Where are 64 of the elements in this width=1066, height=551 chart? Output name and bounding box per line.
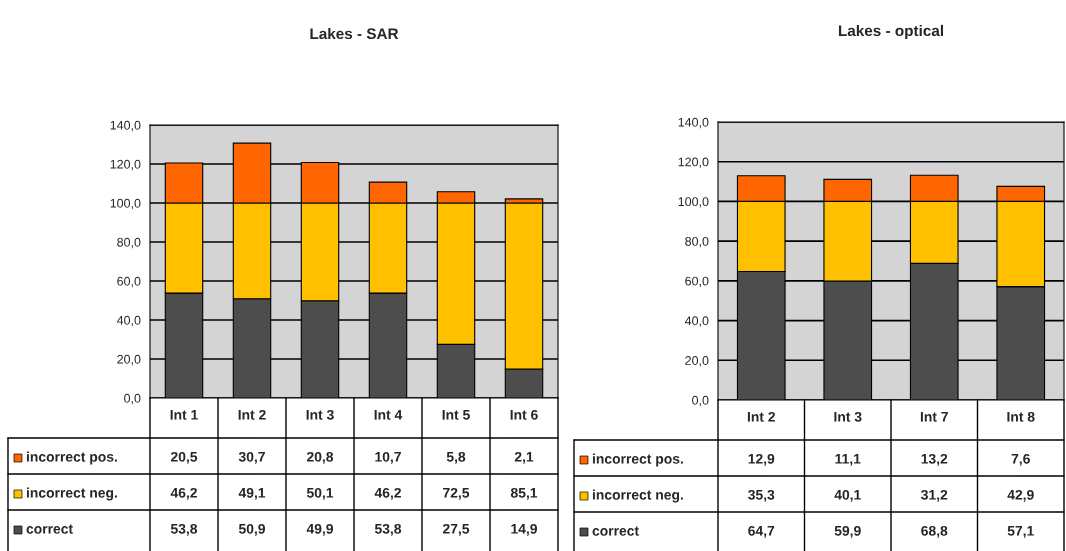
y-tick-label: 120,0 [678,157,709,168]
data-label: 46,2 [170,487,197,500]
legend-label: incorrect pos. [26,451,117,465]
legend-label: incorrect pos. [592,453,683,467]
y-tick-label: 140,0 [678,117,709,129]
y-tick-label: 0,0 [124,393,141,405]
data-label: 50,1 [306,487,334,500]
data-label: 85,1 [510,487,538,500]
y-tick-label: 40,0 [684,316,709,327]
data-label: 10,7 [375,451,401,464]
data-label: 68,8 [921,525,948,538]
x-tick-label: Int 3 [834,411,862,422]
x-tick-label: Int 1 [170,410,198,420]
data-label: 49,9 [306,523,333,536]
data-label: 46,2 [374,487,401,500]
x-tick-label: Int 5 [442,410,470,420]
data-label: 12,9 [748,453,775,466]
y-tick-label: 20,0 [117,354,141,366]
data-label: 7,6 [1011,453,1030,466]
legend-label: incorrect neg. [592,489,683,503]
data-label: 20,5 [170,451,198,464]
legend-label: correct [26,524,73,534]
y-tick-label: 100,0 [110,198,141,210]
x-tick-label: Int 6 [510,409,538,420]
y-tick-label: 120,0 [110,159,141,171]
x-tick-label: Int 4 [374,410,403,420]
data-label: 2,1 [514,451,534,464]
y-tick-label: 20,0 [685,356,709,367]
y-tick-label: 80,0 [685,236,709,248]
data-label: 40,1 [834,489,861,502]
data-label: 11,1 [835,454,861,466]
data-label: 35,3 [748,489,775,502]
chart-title: Lakes - optical [838,24,943,40]
data-label: 27,5 [442,523,470,536]
x-tick-label: Int 7 [920,412,948,422]
y-tick-label: 40,0 [116,315,141,327]
data-label: 20,8 [306,451,334,464]
data-label: 64,7 [748,525,775,538]
y-tick-label: 140,0 [110,120,141,132]
data-label: 53,8 [170,523,198,536]
data-label: 13,2 [921,453,948,466]
data-label: 42,9 [1007,489,1034,502]
y-tick-label: 60,0 [117,276,141,288]
data-label: 57,1 [1007,526,1034,538]
data-label: 53,8 [374,523,402,536]
legend-label: incorrect neg. [26,487,117,501]
data-label: 31,2 [921,489,948,502]
x-tick-label: Int 2 [238,409,266,420]
x-tick-label: Int 2 [747,411,775,422]
y-tick-label: 0,0 [692,395,709,407]
y-tick-label: 100,0 [678,197,709,208]
x-tick-label: Int 8 [1007,411,1035,422]
legend-label: correct [592,526,639,536]
data-label: 14,9 [511,523,537,536]
chart-title: Lakes - SAR [310,27,399,40]
x-tick-label: Int 3 [306,409,334,420]
data-label: 30,7 [238,451,265,464]
data-label: 50,9 [238,523,265,536]
data-label: 49,1 [238,487,266,500]
y-tick-label: 60,0 [685,276,709,287]
data-label: 59,9 [834,525,861,538]
data-label: 72,5 [443,487,470,500]
data-label: 5,8 [446,451,466,464]
y-tick-label: 80,0 [117,237,141,249]
